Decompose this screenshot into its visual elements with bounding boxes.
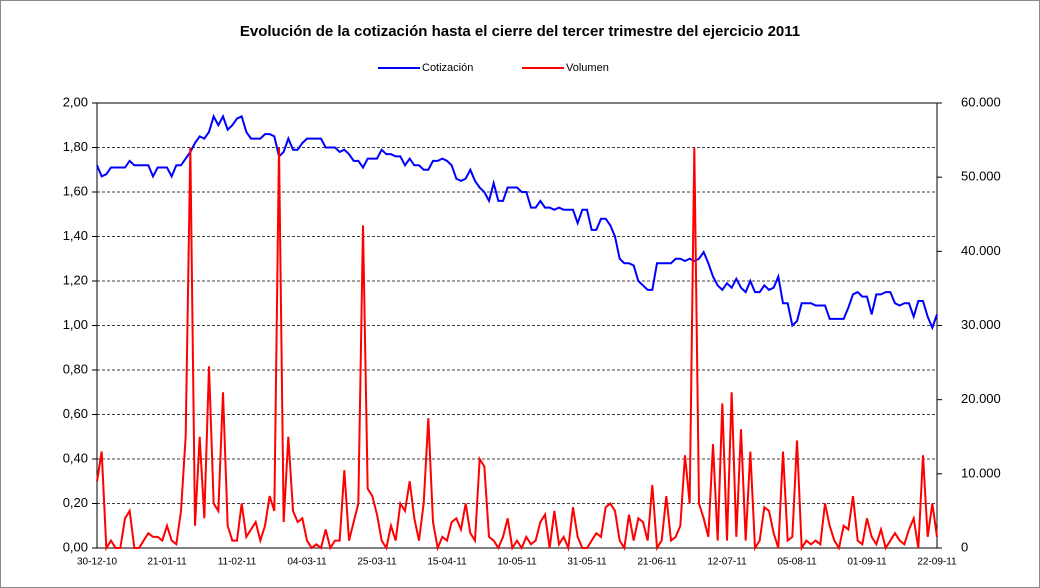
series-line: [96, 147, 938, 552]
y-tick-label: 0,60: [63, 406, 88, 421]
y2-tick-label: 30.000: [961, 317, 1001, 332]
y-tick-label: 1,20: [63, 272, 88, 287]
x-tick-label: 31-05-11: [567, 557, 607, 568]
y2-tick-label: 50.000: [961, 169, 1001, 184]
y2-tick-label: 40.000: [961, 243, 1001, 258]
x-tick-label: 04-03-11: [287, 557, 327, 568]
legend-label: Cotización: [422, 62, 473, 74]
chart-title: Evolución de la cotización hasta el cier…: [240, 23, 800, 40]
x-tick-label: 05-08-11: [777, 557, 817, 568]
x-tick-label: 30-12-10: [77, 557, 117, 568]
x-tick-label: 21-01-11: [147, 557, 187, 568]
y2-tick-label: 20.000: [961, 391, 1001, 406]
y2-tick-label: 10.000: [961, 465, 1001, 480]
x-tick-label: 15-04-11: [427, 557, 467, 568]
y2-tick-label: 60.000: [961, 94, 1001, 109]
y-tick-label: 1,60: [63, 183, 88, 198]
x-tick-label: 12-07-11: [707, 557, 747, 568]
y-tick-label: 1,80: [63, 139, 88, 154]
x-tick-label: 11-02-11: [218, 557, 257, 568]
y-tick-label: 1,40: [63, 228, 88, 243]
legend-label: Volumen: [566, 62, 609, 74]
y-tick-label: 0,20: [63, 495, 88, 510]
x-tick-label: 10-05-11: [497, 557, 537, 568]
series-line: [96, 113, 938, 331]
y-tick-label: 2,00: [63, 94, 88, 109]
y-tick-label: 0,40: [63, 450, 88, 465]
x-tick-label: 22-09-11: [917, 557, 957, 568]
y-tick-label: 0,80: [63, 361, 88, 376]
x-tick-label: 25-03-11: [357, 557, 397, 568]
y2-tick-label: 0: [961, 539, 968, 554]
x-tick-label: 01-09-11: [847, 557, 887, 568]
y-tick-label: 1,00: [63, 317, 88, 332]
x-tick-label: 21-06-11: [637, 557, 677, 568]
y-tick-label: 0,00: [63, 539, 88, 554]
